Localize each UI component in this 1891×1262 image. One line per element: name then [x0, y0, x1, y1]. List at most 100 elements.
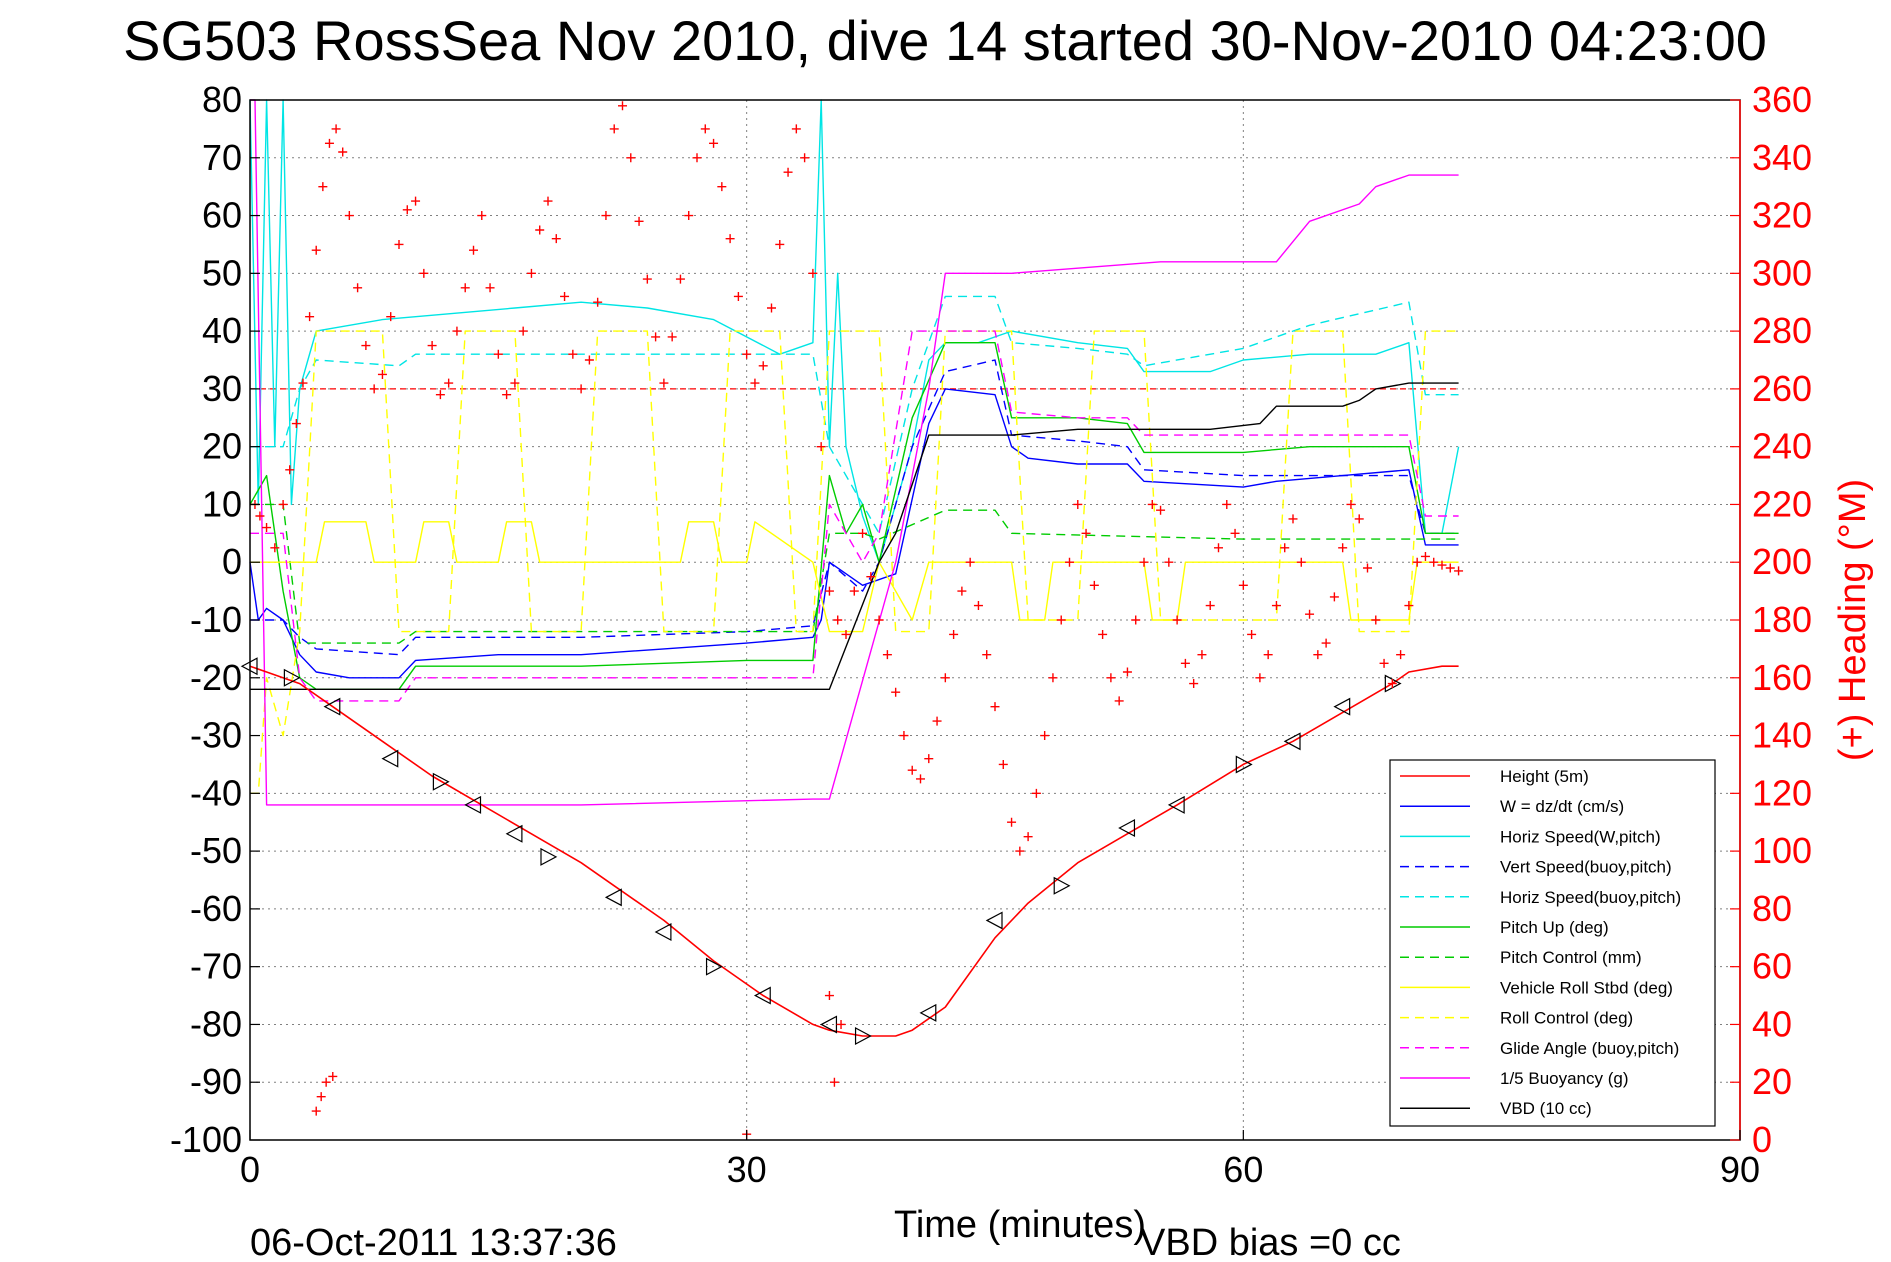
heading-point — [659, 378, 669, 388]
series-line — [250, 359, 1459, 656]
legend: Height (5m) W = dz/dt (cm/s) Horiz Speed(W… — [1389, 759, 1716, 1127]
heading-point — [291, 419, 301, 429]
heading-point — [361, 341, 371, 351]
right-tick-label: 120 — [1752, 772, 1812, 813]
right-tick-label: 160 — [1752, 657, 1812, 698]
heading-point — [1271, 601, 1281, 611]
right-tick-label: 60 — [1752, 946, 1792, 987]
heading-point — [874, 615, 884, 625]
heading-point — [758, 361, 768, 371]
heading-point — [808, 268, 818, 278]
legend-label: Horiz Speed(W,pitch) — [1500, 827, 1661, 846]
heading-point — [493, 349, 503, 359]
right-axis-label: (+) Heading (°M) — [1832, 479, 1874, 761]
heading-point — [1147, 499, 1157, 509]
left-tick-label: -70 — [190, 946, 242, 987]
heading-point — [353, 283, 363, 293]
heading-point — [841, 629, 851, 639]
series-line — [250, 503, 1459, 644]
heading-point — [982, 650, 992, 660]
heading-point — [1122, 667, 1132, 677]
heading-point — [824, 991, 834, 1001]
chart-title: SG503 RossSea Nov 2010, dive 14 started … — [123, 9, 1767, 72]
right-tick-label: 320 — [1752, 195, 1812, 236]
x-tick-label: 90 — [1720, 1149, 1760, 1190]
heading-point — [1205, 601, 1215, 611]
left-tick-label: 60 — [202, 195, 242, 236]
heading-point — [849, 586, 859, 596]
heading-point — [262, 523, 272, 533]
dive-marker — [985, 911, 1003, 930]
heading-point — [305, 312, 315, 322]
heading-point — [298, 378, 308, 388]
legend-label: Vehicle Roll Stbd (deg) — [1500, 978, 1673, 997]
heading-point — [318, 182, 328, 192]
heading-point — [1098, 629, 1108, 639]
heading-point — [824, 586, 834, 596]
heading-point — [1329, 592, 1339, 602]
heading-point — [1313, 650, 1323, 660]
dive-marker — [1333, 697, 1351, 716]
heading-point — [311, 1106, 321, 1116]
heading-point — [1454, 566, 1464, 576]
heading-point — [932, 716, 942, 726]
heading-point — [1015, 846, 1025, 856]
heading-point — [502, 390, 512, 400]
heading-point — [1164, 557, 1174, 567]
right-tick-label: 220 — [1752, 483, 1812, 524]
heading-point — [858, 528, 868, 538]
legend-label: Height (5m) — [1500, 767, 1589, 786]
heading-point — [675, 274, 685, 284]
heading-point — [311, 245, 321, 255]
heading-point — [684, 211, 694, 221]
plot-area — [240, 99, 1464, 1139]
heading-point — [634, 216, 644, 226]
heading-point — [435, 390, 445, 400]
dive-marker — [1118, 819, 1136, 837]
heading-point — [800, 153, 810, 163]
legend-label: VBD (10 cc) — [1500, 1099, 1592, 1118]
heading-point — [593, 297, 603, 307]
left-tick-label: -30 — [190, 715, 242, 756]
right-tick-label: 240 — [1752, 426, 1812, 467]
dive-marker — [505, 824, 523, 843]
right-tick-label: 100 — [1752, 830, 1812, 871]
heading-point — [833, 615, 843, 625]
left-tick-label: -60 — [190, 888, 242, 929]
legend-label: Pitch Control (mm) — [1500, 948, 1642, 967]
heading-point — [1048, 673, 1058, 683]
heading-point — [1040, 731, 1050, 741]
vbd-bias-footer: VBD bias =0 cc — [1140, 1222, 1401, 1262]
dive-marker — [1053, 876, 1071, 895]
heading-point — [907, 765, 917, 775]
heading-point — [1379, 658, 1389, 668]
heading-point — [568, 349, 578, 359]
heading-point — [1363, 563, 1372, 573]
right-tick-label: 180 — [1752, 599, 1812, 640]
heading-point — [551, 234, 561, 244]
right-tick-label: 0 — [1752, 1119, 1772, 1160]
heading-point — [460, 283, 470, 293]
dive-marker — [854, 1027, 872, 1045]
heading-point — [709, 138, 719, 148]
heading-point — [651, 332, 661, 342]
heading-point — [940, 673, 950, 683]
heading-point — [321, 1077, 331, 1087]
heading-point — [1437, 560, 1447, 570]
series-line — [250, 99, 1459, 806]
right-axis-ticks: 3603403203002802602402202001801601401201… — [1730, 79, 1812, 1160]
right-tick-label: 300 — [1752, 252, 1812, 293]
heading-point — [1131, 615, 1141, 625]
left-tick-label: -90 — [190, 1061, 242, 1102]
heading-point — [1031, 788, 1041, 798]
heading-point — [1197, 650, 1207, 660]
heading-point — [1139, 557, 1149, 567]
heading-point — [601, 211, 611, 221]
series-line — [250, 330, 1459, 794]
heading-point — [1396, 650, 1406, 660]
heading-point — [829, 1077, 839, 1087]
heading-point — [642, 274, 652, 284]
heading-point — [1338, 543, 1348, 553]
dive-marker — [464, 795, 482, 814]
